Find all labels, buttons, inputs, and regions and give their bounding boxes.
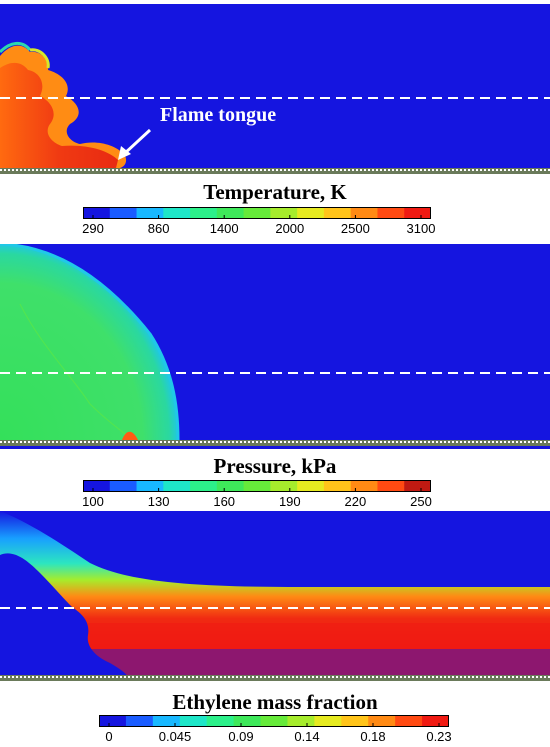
colorbar-segment — [136, 480, 164, 492]
colorbar-segment — [243, 207, 271, 219]
flame-core — [0, 62, 118, 168]
colorbar-segment — [323, 480, 352, 492]
colorbar-segment — [270, 207, 298, 219]
colorbar-segment — [350, 480, 379, 492]
colorbar-segment — [297, 480, 325, 492]
colorbar-tick-label: 250 — [410, 494, 432, 509]
colorbar-tick-label: 0.23 — [426, 729, 452, 744]
colorbar-tick-label: 0.14 — [294, 729, 320, 744]
colorbar-tick-label: 1400 — [209, 221, 239, 236]
colorbar-tick-label: 2500 — [340, 221, 370, 236]
annotation-arrowhead — [118, 146, 131, 160]
colorbar-segment — [163, 207, 191, 219]
colorbar-tick-label: 220 — [344, 494, 367, 509]
colorbar-segment — [377, 207, 405, 219]
colorbar-segment — [206, 715, 235, 727]
colorbar-tick-label: 0.045 — [158, 729, 192, 744]
ethylene-contour-panel — [0, 511, 550, 681]
colorbar-tick-label: 0.18 — [360, 729, 386, 744]
colorbar-tick-label: 3100 — [406, 221, 436, 236]
pressure-wave-region — [0, 244, 178, 440]
colorbar-segment — [190, 207, 218, 219]
colorbar-tick-label: 100 — [82, 494, 104, 509]
colorbar-segment — [179, 715, 208, 727]
colorbar-tick-label: 160 — [213, 494, 236, 509]
colorbar-segment — [83, 207, 111, 219]
flame-edge-yellow — [29, 48, 50, 69]
colorbar-tick-label: 2000 — [275, 221, 305, 236]
colorbar-segment — [109, 480, 138, 492]
colorbar-tick-label: 190 — [278, 494, 301, 509]
colorbar-segment — [109, 207, 138, 219]
colorbar-segment — [190, 480, 218, 492]
flame-edge-cyan — [0, 42, 32, 54]
pressure-contour-panel — [0, 244, 550, 449]
colorbar-segment — [404, 207, 431, 219]
ethylene-colorbar — [99, 715, 449, 727]
annotation-arrow — [122, 128, 152, 156]
colorbar-segment — [152, 715, 181, 727]
colorbar-segment — [125, 715, 154, 727]
colorbar-segment — [216, 207, 245, 219]
bottom-wall — [0, 440, 550, 446]
colorbar-segment — [297, 207, 325, 219]
colorbar-segment — [323, 207, 352, 219]
colorbar-segment — [350, 207, 379, 219]
bottom-wall — [0, 168, 550, 174]
pressure-peak-spot — [122, 431, 138, 440]
burnt-pocket — [0, 553, 128, 677]
colorbar-tick-label: 130 — [147, 494, 170, 509]
colorbar-segment — [216, 480, 245, 492]
colorbar-segment — [314, 715, 342, 727]
colorbar-segment — [136, 207, 164, 219]
flame-tongue-annotation: Flame tongue — [160, 104, 277, 126]
colorbar-segment — [395, 715, 423, 727]
bottom-wall — [0, 675, 550, 681]
colorbar-segment — [404, 480, 431, 492]
colorbar-segment — [163, 480, 191, 492]
ethylene-plume — [0, 511, 550, 649]
colorbar-segment — [377, 480, 405, 492]
colorbar-segment — [341, 715, 369, 727]
temperature-colorbar — [83, 207, 431, 219]
temperature-contour-panel — [0, 4, 550, 174]
colorbar-tick-label: 290 — [82, 221, 104, 236]
colorbar-segment — [99, 715, 127, 727]
pressure-wave-front — [0, 244, 180, 441]
colorbar-segment — [422, 715, 449, 727]
temperature-colorbar-title: Temperature, K — [203, 180, 347, 204]
colorbar-segment — [83, 480, 111, 492]
colorbar-tick-label: 0.09 — [228, 729, 254, 744]
ethylene-colorbar-title: Ethylene mass fraction — [172, 690, 378, 714]
pressure-colorbar — [83, 480, 431, 492]
pressure-colorbar-title: Pressure, kPa — [213, 454, 337, 478]
colorbar-segment — [368, 715, 396, 727]
colorbar-segment — [233, 715, 262, 727]
colorbar-tick-label: 860 — [147, 221, 170, 236]
colorbar-tick-label: 0 — [105, 729, 113, 744]
colorbar-segment — [260, 715, 289, 727]
colorbar-segment — [270, 480, 298, 492]
colorbar-segment — [243, 480, 271, 492]
colorbar-segment — [287, 715, 315, 727]
